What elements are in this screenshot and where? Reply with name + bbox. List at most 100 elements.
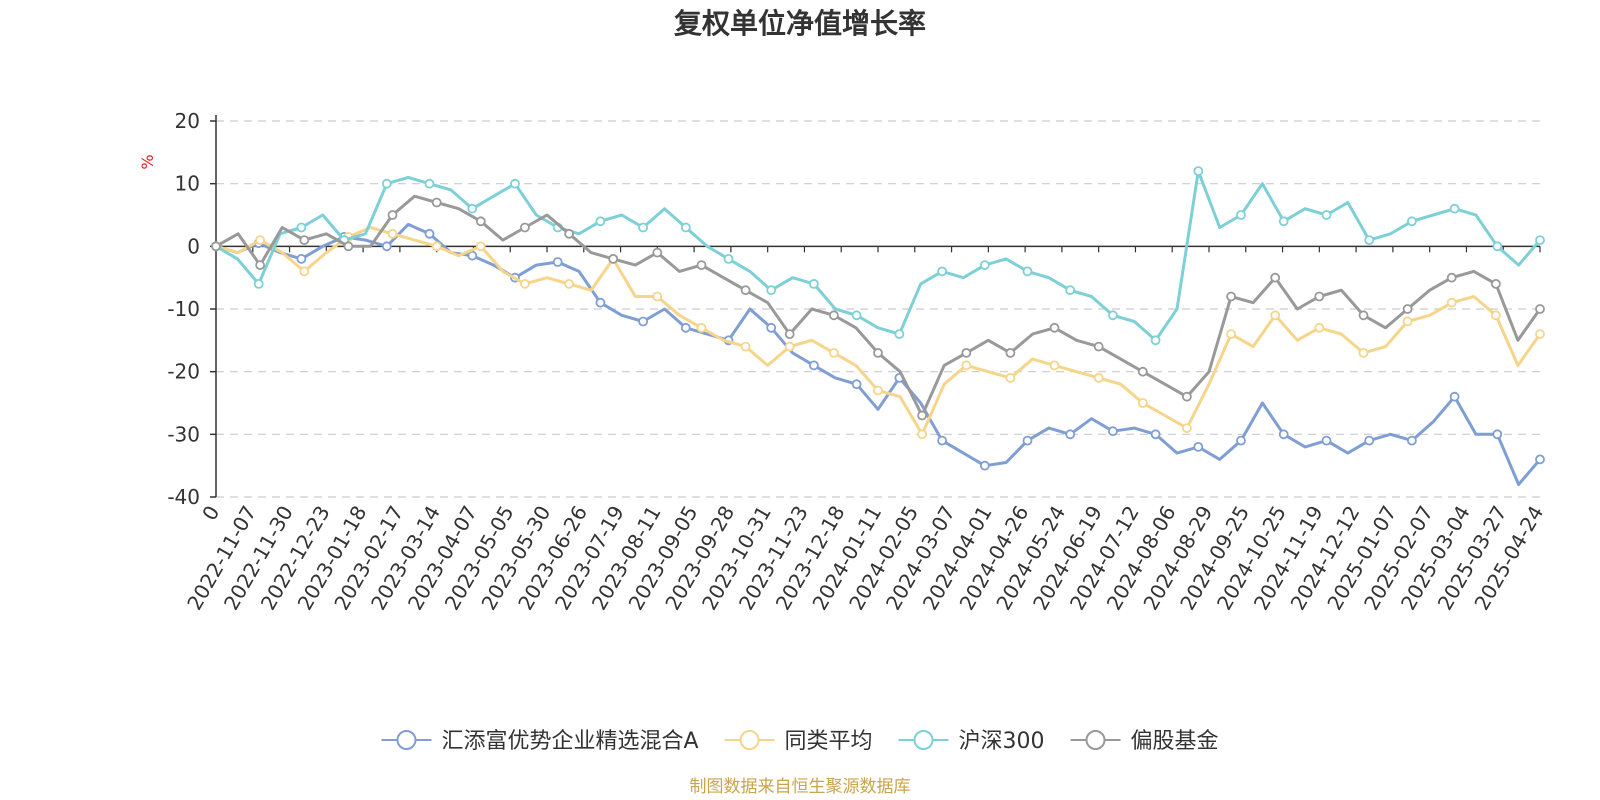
data-point: [475, 216, 486, 227]
data-point: [937, 435, 947, 446]
data-point: [1226, 291, 1236, 302]
legend-item[interactable]: 沪深300: [898, 729, 1045, 754]
data-point: [1193, 166, 1204, 177]
x-tick-label: 0: [197, 502, 224, 525]
data-point: [851, 379, 862, 390]
data-point: [1446, 297, 1457, 308]
y-tick-label: 10: [175, 172, 200, 196]
data-point: [1049, 360, 1060, 371]
data-point: [740, 341, 751, 352]
data-point: [1402, 304, 1413, 314]
y-tick-label: 20: [175, 109, 200, 133]
data-point: [475, 241, 486, 252]
data-point: [1492, 429, 1503, 440]
data-point: [299, 266, 310, 277]
series-line: [215, 222, 1542, 486]
data-point: [253, 278, 264, 289]
data-point: [1150, 335, 1161, 346]
source-note: 制图数据来自恒生聚源数据库: [690, 777, 911, 797]
data-point: [723, 253, 734, 264]
data-point: [1137, 398, 1148, 408]
data-point: [1150, 429, 1161, 440]
legend-label: 汇添富优势企业精选混合A: [441, 729, 698, 754]
series-line: [215, 194, 1542, 417]
y-axis-unit: %: [138, 154, 157, 169]
legend-item[interactable]: 汇添富优势企业精选混合A: [381, 729, 699, 754]
data-point: [696, 260, 707, 271]
data-point: [1314, 322, 1325, 333]
data-point: [296, 253, 307, 264]
y-tick-labels: 20 10 0 -10 -20 -30 -40: [167, 109, 200, 509]
data-point: [1005, 372, 1016, 383]
data-point: [1358, 347, 1369, 358]
data-point: [809, 278, 819, 289]
data-point: [1321, 435, 1332, 446]
data-point: [1049, 322, 1060, 333]
data-point: [917, 410, 927, 421]
data-point: [680, 322, 691, 333]
legend-marker-icon: [913, 730, 934, 750]
data-point: [652, 291, 663, 302]
y-tick-label: -20: [167, 360, 200, 384]
data-point: [1535, 329, 1545, 340]
y-tick-label: -30: [167, 422, 200, 446]
data-point: [467, 203, 478, 214]
data-point: [564, 278, 574, 289]
data-point: [784, 329, 795, 340]
series-2: [211, 166, 1545, 346]
data-point: [638, 316, 648, 327]
data-point: [1364, 235, 1375, 246]
data-point: [937, 266, 947, 277]
data-point: [1314, 291, 1325, 302]
data-point: [520, 222, 530, 233]
data-point: [766, 285, 777, 296]
data-point: [211, 241, 221, 252]
data-point: [595, 216, 606, 227]
data-point: [381, 178, 392, 189]
data-point: [520, 278, 530, 289]
data-point: [608, 253, 619, 264]
data-point: [873, 347, 883, 358]
data-point: [696, 322, 707, 333]
data-point: [740, 285, 751, 296]
data-point: [1364, 435, 1375, 446]
data-point: [680, 222, 691, 233]
series-line: [215, 226, 1542, 436]
data-point: [343, 241, 354, 252]
data-point: [1065, 285, 1076, 296]
legend-item[interactable]: 偏股基金: [1070, 729, 1219, 754]
data-point: [1278, 429, 1289, 440]
data-point: [1182, 391, 1192, 402]
data-point: [979, 460, 990, 471]
legend-label: 偏股基金: [1131, 729, 1219, 754]
data-point: [961, 360, 972, 371]
legend: 汇添富优势企业精选混合A 同类平均 沪深300 偏股基金: [381, 729, 1219, 754]
data-point: [1407, 216, 1417, 227]
data-point: [917, 429, 927, 440]
data-point: [381, 241, 392, 252]
data-point: [1137, 366, 1148, 377]
data-point: [1065, 429, 1076, 440]
data-point: [1270, 310, 1281, 321]
data-point: [652, 247, 663, 258]
data-point: [1193, 441, 1204, 452]
data-point: [851, 310, 862, 321]
data-point: [829, 310, 839, 321]
series-3: [211, 194, 1545, 421]
data-point: [1270, 272, 1281, 283]
data-point: [1226, 329, 1236, 340]
data-point: [1236, 210, 1246, 220]
data-point: [1022, 435, 1033, 446]
data-point: [387, 210, 398, 220]
data-point: [552, 257, 563, 267]
data-point: [894, 329, 905, 340]
legend-item[interactable]: 同类平均: [724, 729, 873, 754]
data-point: [829, 347, 839, 358]
data-point: [1108, 310, 1118, 321]
data-point: [1449, 203, 1460, 214]
data-point: [1449, 391, 1460, 402]
y-tick-label: -40: [167, 485, 200, 509]
data-point: [431, 197, 442, 208]
grid-lines: [216, 120, 1540, 498]
data-point: [387, 228, 398, 239]
